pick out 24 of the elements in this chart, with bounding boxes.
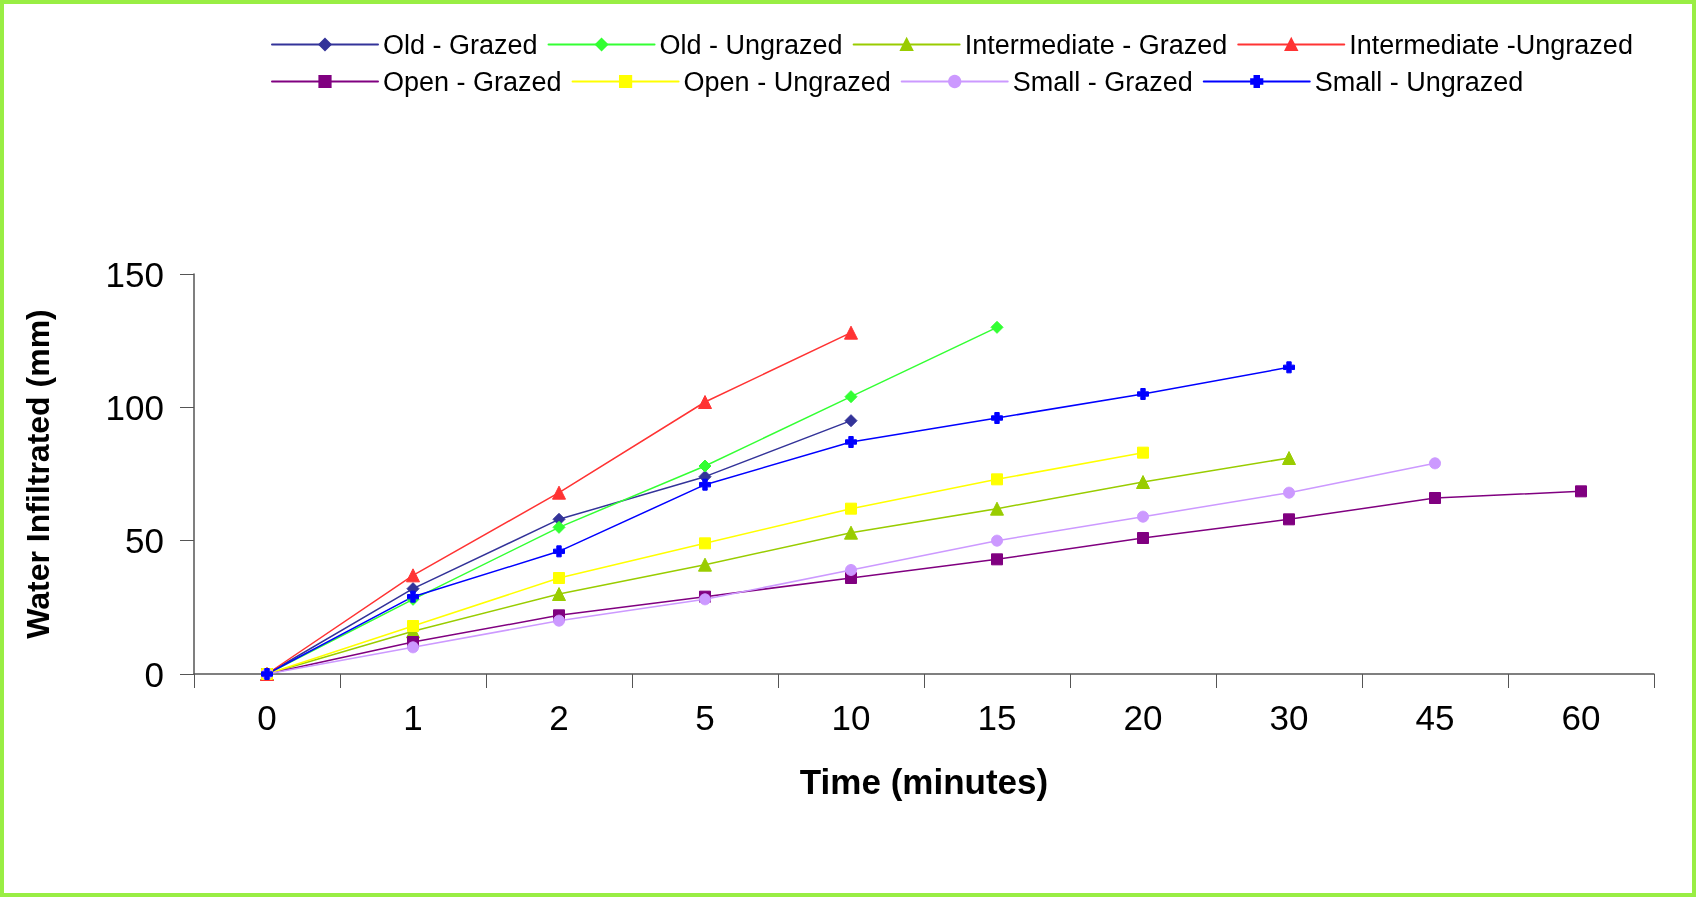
x-tick-label: 10 <box>831 698 871 737</box>
legend-label: Intermediate -Ungrazed <box>1349 29 1633 60</box>
legend-label: Intermediate - Grazed <box>964 29 1228 60</box>
y-tick-label: 50 <box>125 521 164 561</box>
x-axis-title: Time (minutes) <box>799 762 1049 801</box>
x-tick-label: 1 <box>403 698 423 737</box>
legend-label: Small - Ungrazed <box>1314 66 1524 97</box>
x-tick-label: 5 <box>695 698 715 737</box>
x-tick-label: 2 <box>549 698 569 737</box>
legend-label: Old - Grazed <box>383 29 538 60</box>
legend-label: Old - Ungrazed <box>659 29 843 60</box>
x-tick-label: 60 <box>1561 698 1601 737</box>
legend-label: Small - Grazed <box>1012 66 1193 97</box>
x-tick-label: 30 <box>1269 698 1309 737</box>
legend-label: Open - Ungrazed <box>683 66 891 97</box>
x-tick-label: 15 <box>977 698 1017 737</box>
x-tick-label: 20 <box>1123 698 1163 737</box>
y-tick-label: 100 <box>105 387 164 427</box>
y-axis-title: Water Infiltrated (mm) <box>20 309 56 639</box>
x-tick-label: 0 <box>257 698 277 737</box>
legend-label: Open - Grazed <box>383 66 562 97</box>
x-tick-label: 45 <box>1415 698 1455 737</box>
y-tick-label: 150 <box>105 254 164 294</box>
y-tick-label: 0 <box>144 654 164 694</box>
